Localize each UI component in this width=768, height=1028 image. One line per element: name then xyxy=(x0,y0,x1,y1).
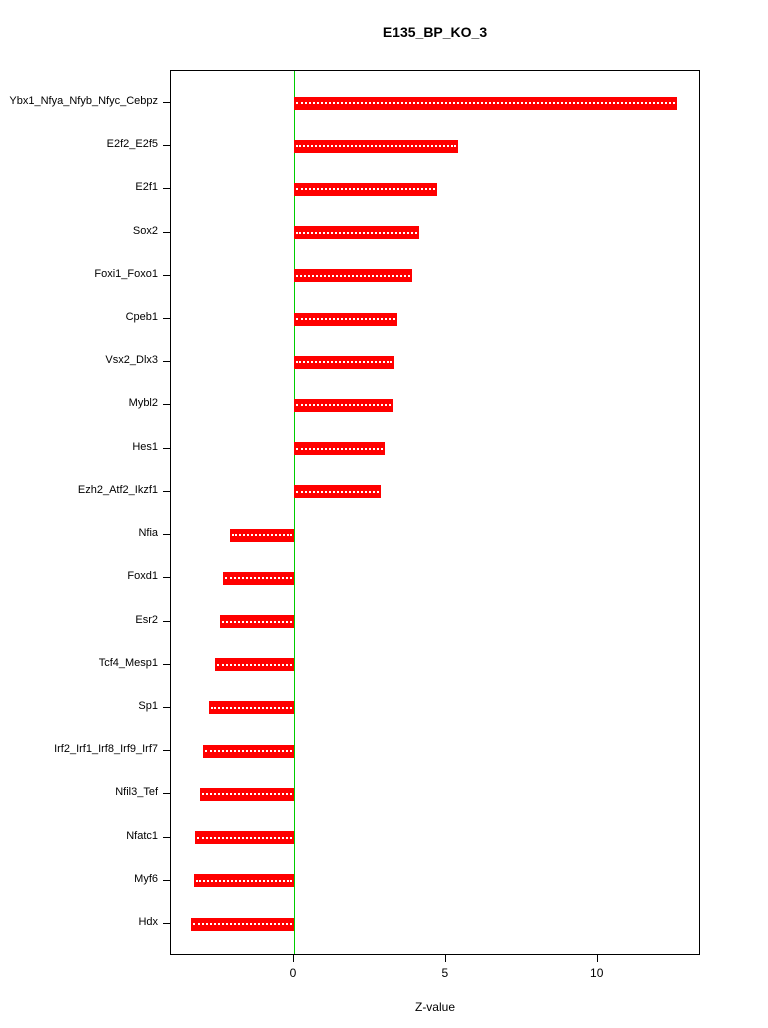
category-label: Myf6 xyxy=(134,872,158,885)
category-label: Vsx2_Dlx3 xyxy=(105,354,158,367)
y-axis-tick xyxy=(163,231,170,233)
bar-center-dash xyxy=(296,318,396,321)
bar-center-dash xyxy=(217,663,292,666)
bar xyxy=(202,744,294,758)
bar-center-dash xyxy=(296,231,417,234)
bar-center-dash xyxy=(296,145,456,148)
bar-center-dash xyxy=(296,102,675,104)
category-label: Ybx1_Nfya_Nfyb_Nfyc_Cebpz xyxy=(9,95,158,107)
bar xyxy=(294,269,413,283)
bar xyxy=(294,96,677,110)
bar-center-dash xyxy=(296,361,393,364)
bar-center-dash xyxy=(296,188,435,191)
bar-center-dash xyxy=(232,534,292,537)
x-axis-tick-label: 0 xyxy=(289,966,297,980)
y-axis-tick xyxy=(163,879,170,881)
category-label: Sox2 xyxy=(132,224,158,237)
y-axis-tick xyxy=(163,923,170,924)
bar-center-dash xyxy=(204,750,292,753)
y-axis-tick xyxy=(163,793,170,795)
bar-center-dash xyxy=(296,447,384,450)
category-label: Foxi1_Foxo1 xyxy=(94,267,158,280)
bar xyxy=(199,787,294,801)
y-axis-tick xyxy=(163,404,170,406)
category-label: Tcf4_Mesp1 xyxy=(98,656,158,669)
category-label: Nfia xyxy=(138,527,158,540)
y-axis-tick xyxy=(163,750,170,752)
bar xyxy=(193,874,294,888)
bar-center-dash xyxy=(210,706,292,709)
category-label: Nfil3_Tef xyxy=(115,786,158,799)
category-label: Mybl2 xyxy=(128,397,158,410)
chart-title: E135_BP_KO_3 xyxy=(382,24,488,40)
bar xyxy=(294,398,393,412)
category-label: Nfatc1 xyxy=(126,829,158,842)
plot-area xyxy=(170,70,700,955)
y-axis-tick xyxy=(163,102,170,103)
category-label: E2f1 xyxy=(135,181,158,194)
y-axis-tick xyxy=(163,620,170,622)
y-axis-tick xyxy=(163,447,170,449)
category-label: Sp1 xyxy=(138,699,158,712)
y-axis-tick xyxy=(163,577,170,579)
y-axis-tick xyxy=(163,361,170,363)
category-label: Ezh2_Atf2_Ikzf1 xyxy=(77,483,158,496)
y-axis-tick xyxy=(163,318,170,320)
category-label: E2f2_E2f5 xyxy=(106,138,158,151)
y-axis-tick xyxy=(163,274,170,276)
y-axis-tick xyxy=(163,534,170,536)
category-label: Irf2_Irf1_Irf8_Irf9_Irf7 xyxy=(54,743,158,756)
bar xyxy=(294,312,398,326)
y-axis-tick xyxy=(163,188,170,190)
y-axis-tick xyxy=(163,706,170,708)
y-axis-tick xyxy=(163,663,170,665)
category-label: Hdx xyxy=(138,916,158,928)
bar-center-dash xyxy=(221,620,292,623)
category-label: Foxd1 xyxy=(127,570,158,583)
bar xyxy=(294,442,386,456)
bar xyxy=(219,615,294,629)
category-label: Hes1 xyxy=(132,440,158,453)
y-axis-tick xyxy=(163,836,170,838)
bar xyxy=(294,485,381,499)
bar xyxy=(294,182,437,196)
bar xyxy=(222,571,294,585)
x-axis-tick xyxy=(444,955,446,962)
x-axis-tick-label: 10 xyxy=(590,966,604,980)
bar-center-dash xyxy=(296,404,391,407)
x-axis-tick xyxy=(596,955,598,962)
bar-center-dash xyxy=(195,879,292,882)
bar-center-dash xyxy=(197,836,292,839)
bar-center-dash xyxy=(296,274,411,277)
category-label: Cpeb1 xyxy=(125,311,158,324)
bar xyxy=(190,917,294,931)
bar-center-dash xyxy=(201,793,292,796)
bar xyxy=(208,701,294,715)
y-axis-tick xyxy=(163,145,170,147)
bar xyxy=(294,139,458,153)
bar xyxy=(294,355,395,369)
category-label: Esr2 xyxy=(135,613,158,626)
bar xyxy=(230,528,294,542)
bar-center-dash xyxy=(224,577,292,580)
bar xyxy=(294,226,419,240)
bar-center-dash xyxy=(296,490,379,493)
bar-center-dash xyxy=(192,923,292,925)
y-axis-tick xyxy=(163,490,170,492)
x-axis-tick xyxy=(293,955,294,962)
x-axis-tick-label: 5 xyxy=(441,966,449,980)
bar xyxy=(195,831,294,845)
x-axis-label: Z-value xyxy=(414,1000,455,1014)
zero-reference-line xyxy=(294,71,295,954)
bar xyxy=(215,658,294,672)
